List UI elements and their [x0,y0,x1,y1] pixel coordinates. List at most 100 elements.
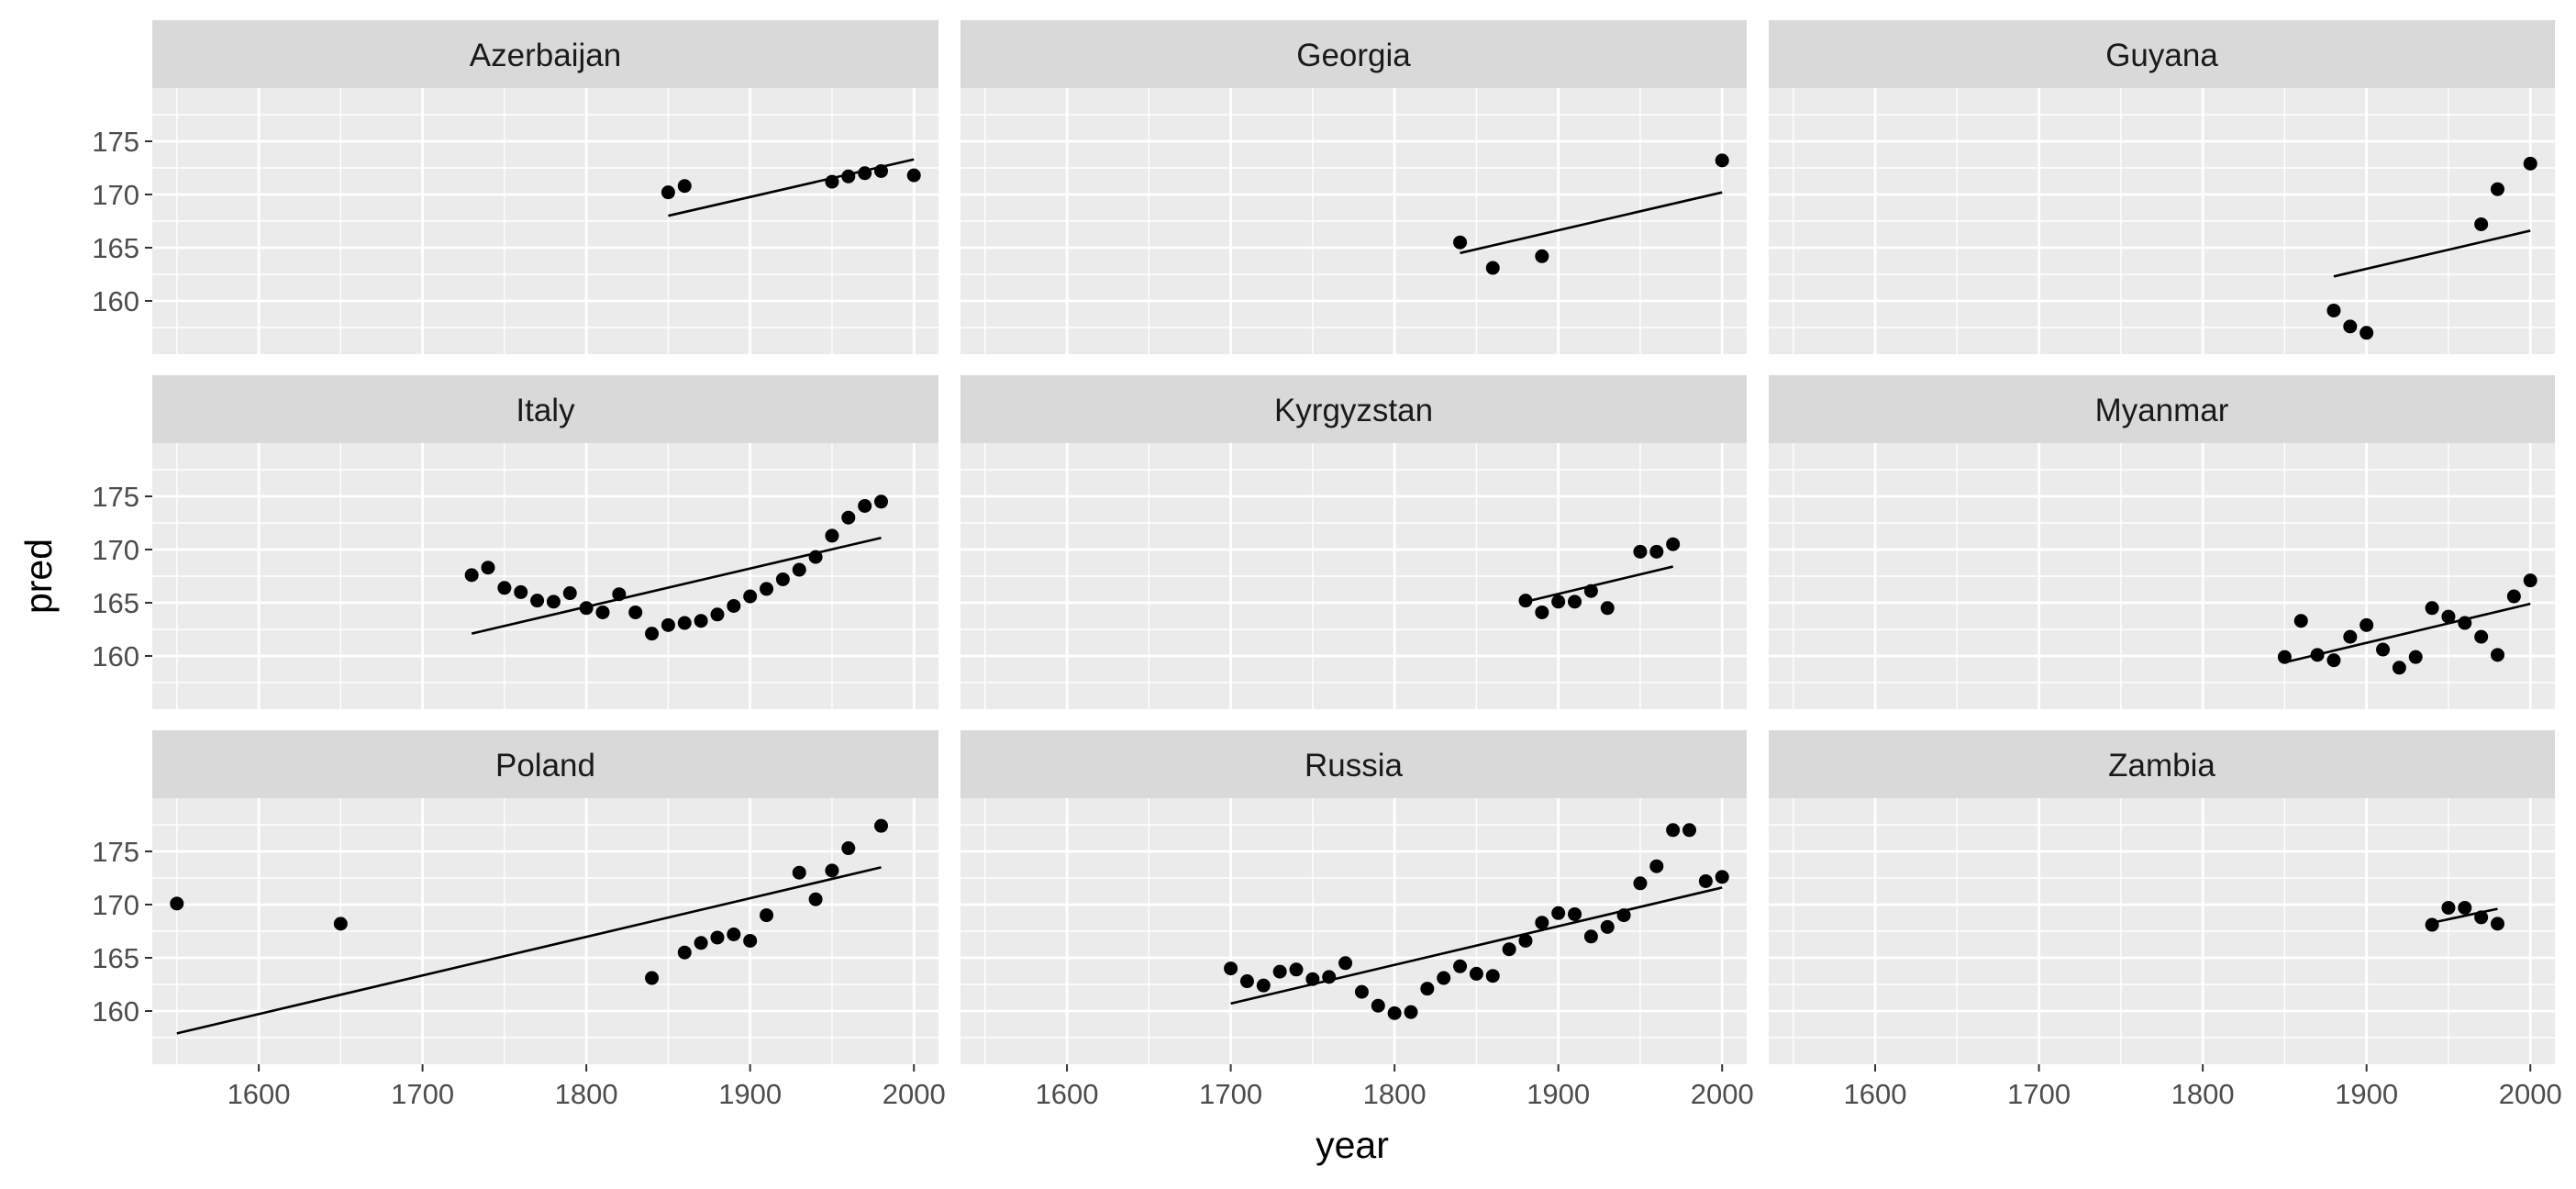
data-point [2441,900,2456,915]
data-point [808,892,823,906]
data-point [2359,326,2374,340]
data-point [841,510,856,525]
data-point [1633,876,1648,891]
data-point [825,528,839,543]
strip-kyrgyzstan [960,375,1747,443]
fit-line-myanmar [2284,602,2531,664]
data-point [1698,873,1713,888]
data-point [906,168,921,183]
x-tick-label: 2000 [883,1078,946,1110]
x-tick-label: 1800 [555,1078,618,1110]
data-point [612,587,627,602]
data-point [1338,956,1353,971]
strip-label-russia: Russia [1305,748,1404,783]
panel-kyrgyzstan: Kyrgyzstan [960,375,1747,709]
data-point [760,582,774,596]
data-point [464,568,479,583]
data-point [1568,906,1582,921]
strip-label-poland: Poland [495,748,595,783]
data-point [628,605,643,619]
strip-russia [960,730,1747,798]
data-point [825,174,839,189]
panel-guyana: Guyana [1769,20,2555,354]
data-point [1453,235,1468,250]
data-point [1239,974,1254,989]
x-tick-label: 1900 [718,1078,782,1110]
data-point [677,616,692,630]
data-point [1485,969,1500,983]
data-point [1289,962,1304,977]
data-point [645,627,660,641]
data-point [2277,650,2292,664]
data-point [841,169,856,183]
strip-label-myanmar: Myanmar [2095,393,2229,428]
data-point [1649,859,1664,873]
data-point [546,594,561,609]
panel-zambia: Zambia [1769,730,2555,1064]
data-point [1633,544,1648,559]
strip-guyana [1769,20,2555,88]
data-point [743,589,758,604]
data-point [2343,319,2358,334]
data-point [1583,583,1598,598]
data-point [727,927,741,941]
data-point [710,607,725,622]
data-point [694,614,708,628]
data-point [677,945,692,960]
data-point [1272,964,1287,979]
data-point [743,933,758,948]
facet-panels: Azerbaijan Georgia Guyana Italy Kyrgyzstan My… [152,20,2555,1064]
data-point [333,917,348,931]
data-point [2523,573,2537,588]
data-point [808,550,823,564]
strip-myanmar [1769,375,2555,443]
data-point [2408,650,2423,664]
data-point [1600,601,1615,616]
data-point [1371,998,1385,1013]
data-point [1469,966,1483,981]
data-point [2474,629,2489,644]
data-point [562,586,577,601]
data-point [170,896,184,911]
data-point [595,605,610,619]
data-point [2376,642,2391,657]
data-point [1649,544,1664,559]
strip-georgia [960,20,1747,88]
data-point [2523,156,2537,171]
y-tick-label: 165 [92,942,139,974]
x-tick-label: 2000 [2499,1078,2562,1110]
x-axis-title: year [1316,1124,1389,1166]
data-point [1518,594,1533,608]
panel-russia: Russia [960,730,1747,1064]
data-point [775,572,790,586]
axes: 160 165 170 175 160 165 170 175 160 165 170 175 1600… [92,126,2561,1110]
fit-line-kyrgyzstan [1525,565,1673,604]
data-point [2441,609,2456,624]
data-point [1387,1006,1402,1020]
data-point [1502,942,1516,957]
data-point [2326,303,2341,317]
data-point [1354,984,1369,999]
strip-italy [152,375,938,443]
data-point [1551,906,1566,920]
panel-myanmar: Myanmar [1769,375,2555,709]
panel-azerbaijan: Azerbaijan [152,20,938,354]
y-tick-label: 170 [92,179,139,211]
data-point [2359,617,2374,632]
y-tick-label: 160 [92,995,139,1028]
data-point [792,562,806,577]
data-point [514,584,528,599]
data-point [1666,537,1681,551]
data-point [1453,959,1468,973]
data-point [2458,616,2472,630]
data-point [710,930,725,945]
data-point [1485,261,1500,275]
y-tick-label: 165 [92,232,139,264]
data-point [2491,182,2505,196]
data-point [1420,982,1435,996]
panel-poland: Poland [152,730,938,1064]
data-point [2474,910,2489,925]
data-point [1600,919,1615,934]
x-tick-label: 1600 [1844,1078,1907,1110]
